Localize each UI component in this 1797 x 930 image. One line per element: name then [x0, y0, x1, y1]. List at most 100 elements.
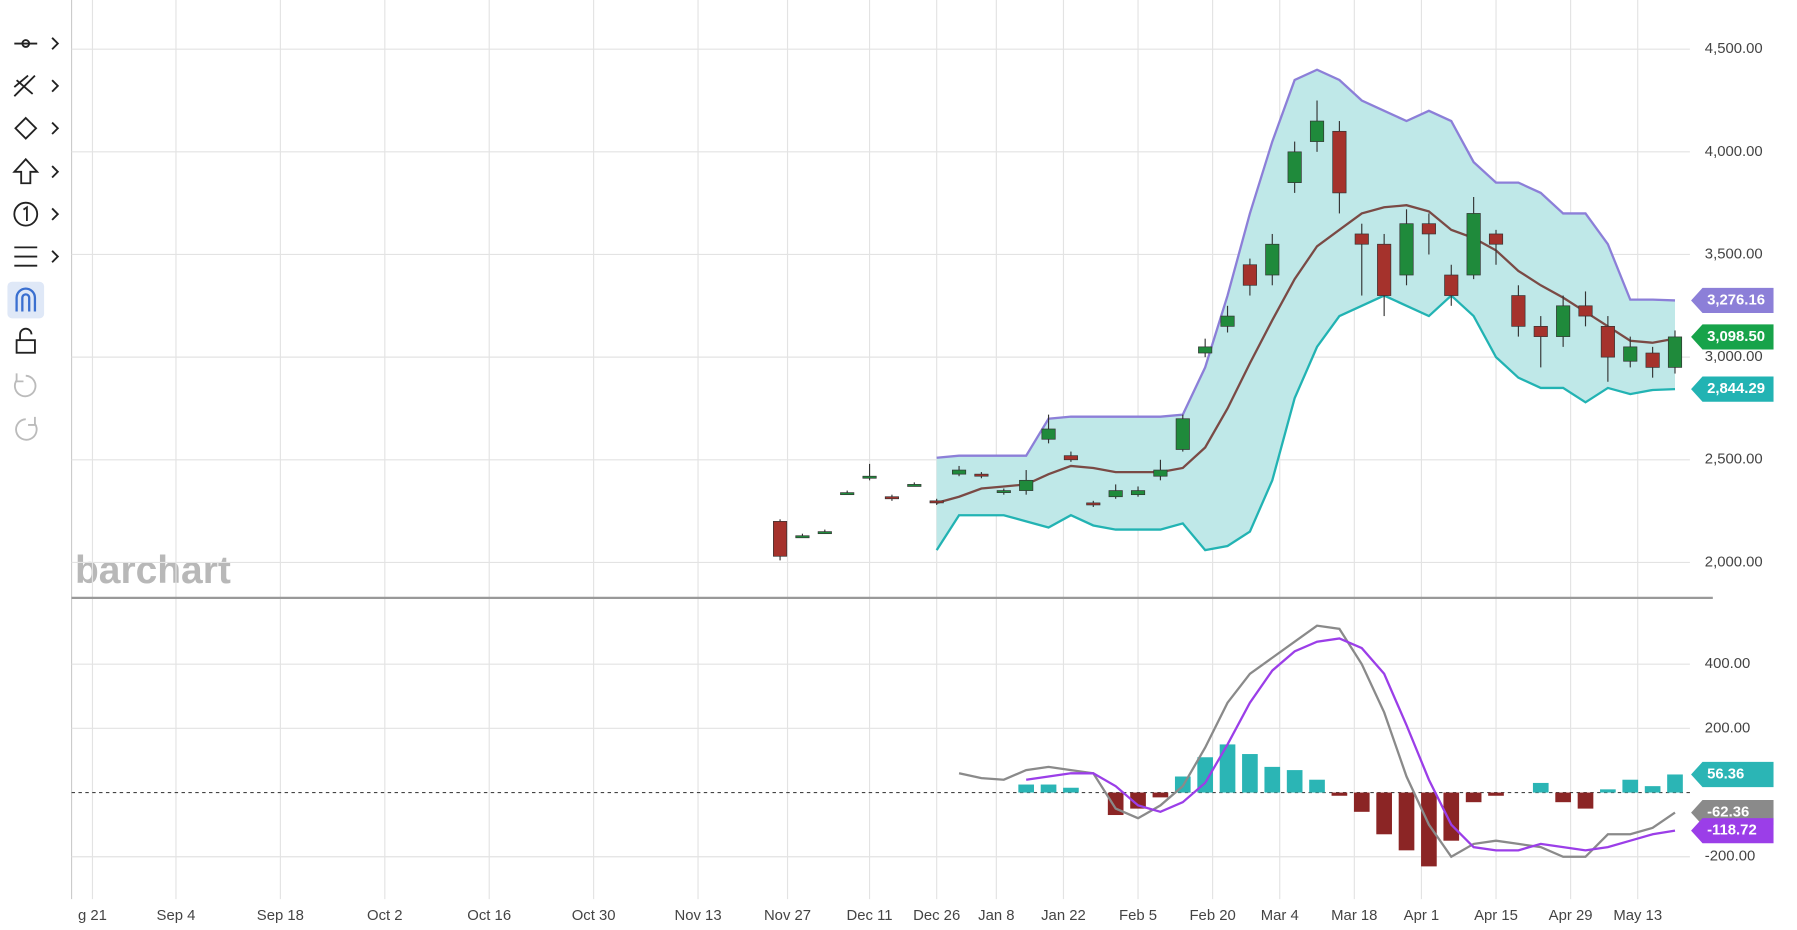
histogram-bar [1488, 792, 1504, 796]
histogram-bar [1264, 766, 1281, 793]
tool-magnet[interactable] [7, 281, 45, 319]
histogram-bar [1577, 792, 1594, 809]
tool-lines[interactable] [13, 74, 60, 97]
candle-body [1421, 223, 1436, 235]
histogram-bar [1555, 792, 1571, 803]
candle-body [1220, 315, 1235, 327]
x-tick-label: Sep 4 [157, 908, 196, 924]
candle-body [1354, 233, 1369, 245]
x-tick-label: Nov 27 [764, 908, 811, 924]
y-tick-label: 4,000.00 [1705, 144, 1763, 160]
toolbar [7, 37, 60, 441]
candle-body [1265, 243, 1280, 276]
tool-crosshair[interactable] [14, 37, 60, 50]
band-line [936, 68, 1676, 459]
histogram-bar [1063, 787, 1079, 793]
x-tick-label: Dec 26 [913, 908, 960, 924]
y-tick-label: 4,500.00 [1705, 41, 1763, 57]
histogram-bar [1644, 786, 1661, 793]
histogram-bar [1532, 782, 1549, 793]
candle-body [817, 531, 832, 535]
candle-body [1466, 213, 1481, 276]
histogram-bar [1421, 792, 1437, 867]
candle-body [884, 496, 899, 500]
tool-lock[interactable] [15, 327, 36, 354]
x-tick-label: Feb 5 [1119, 908, 1157, 924]
candle-body [951, 469, 967, 475]
histogram-bar [1152, 792, 1169, 798]
histogram-bar [1018, 784, 1035, 793]
candle-body [1377, 243, 1392, 296]
candle-body [1309, 120, 1325, 142]
candle-body [1041, 428, 1056, 440]
tool-arrow[interactable] [12, 157, 60, 185]
x-tick-label: Oct 2 [367, 908, 403, 924]
tool-fib[interactable] [14, 246, 60, 267]
candle-body [1556, 305, 1571, 337]
candle-body [1242, 264, 1257, 286]
band-fill [936, 69, 1676, 551]
price-tag-label: 3,098.50 [1707, 329, 1765, 345]
candle-body [1175, 418, 1190, 450]
x-tick-label: Apr 15 [1474, 908, 1518, 924]
candle-body [1444, 274, 1459, 296]
candle-body [1511, 295, 1526, 327]
price-tag-label: -118.72 [1707, 823, 1757, 839]
macd-line [1026, 637, 1676, 852]
candle-body [1130, 490, 1146, 496]
histogram-bar [1309, 779, 1325, 793]
price-tag-label: 56.36 [1707, 766, 1744, 782]
candle-body [840, 492, 855, 496]
x-tick-label: Nov 13 [674, 908, 721, 924]
tool-number[interactable] [13, 201, 60, 227]
y-tick-label: 2,500.00 [1705, 452, 1763, 468]
x-tick-label: Jan 8 [978, 908, 1014, 924]
tool-shapes[interactable] [14, 116, 60, 140]
price-tag-label: 3,276.16 [1707, 292, 1765, 308]
price-tag-label: 2,844.29 [1707, 381, 1765, 397]
x-tick-label: Oct 30 [572, 908, 616, 924]
histogram-bar [1130, 792, 1146, 809]
x-tick-label: Jan 22 [1041, 908, 1086, 924]
histogram-bar [1040, 784, 1057, 793]
y-tick-label: 400.00 [1705, 656, 1751, 672]
tool-undo[interactable] [14, 373, 37, 398]
macd-line [958, 624, 1676, 859]
candle-body [907, 484, 922, 487]
candle-body [1667, 336, 1683, 368]
candle-body [1086, 502, 1101, 506]
x-tick-label: May 13 [1613, 908, 1662, 924]
tool-redo[interactable] [15, 416, 38, 441]
price-tag [1691, 287, 1774, 314]
candle-body [862, 475, 877, 479]
histogram-bar [1600, 789, 1616, 793]
price-tag [1691, 818, 1774, 844]
x-tick-label: Feb 20 [1189, 908, 1235, 924]
histogram-bar [1197, 757, 1213, 793]
x-tick-label: Sep 18 [257, 908, 304, 924]
candle-body [1108, 490, 1123, 498]
y-tick-label: 200.00 [1705, 720, 1751, 736]
candle-body [1399, 223, 1414, 276]
candle-body [1488, 233, 1504, 245]
x-tick-label: Oct 16 [467, 908, 511, 924]
histogram-bar [1376, 792, 1392, 835]
x-tick-label: Mar 4 [1261, 908, 1299, 924]
candle-body [1063, 455, 1078, 461]
band-line [936, 204, 1676, 504]
candle-body [1198, 346, 1213, 354]
band-line [935, 293, 1676, 552]
histogram-bar [1331, 792, 1348, 796]
candle-body [773, 521, 788, 557]
price-tag-label: -62.36 [1707, 805, 1749, 821]
histogram-bar [1398, 792, 1415, 851]
x-tick-label: Dec 11 [847, 908, 893, 924]
y-tick-label: -200.00 [1705, 849, 1755, 865]
histogram-bar [1622, 779, 1639, 793]
price-tag [1691, 376, 1774, 402]
price-tag [1691, 761, 1774, 788]
x-tick-label: Apr 1 [1404, 908, 1440, 924]
